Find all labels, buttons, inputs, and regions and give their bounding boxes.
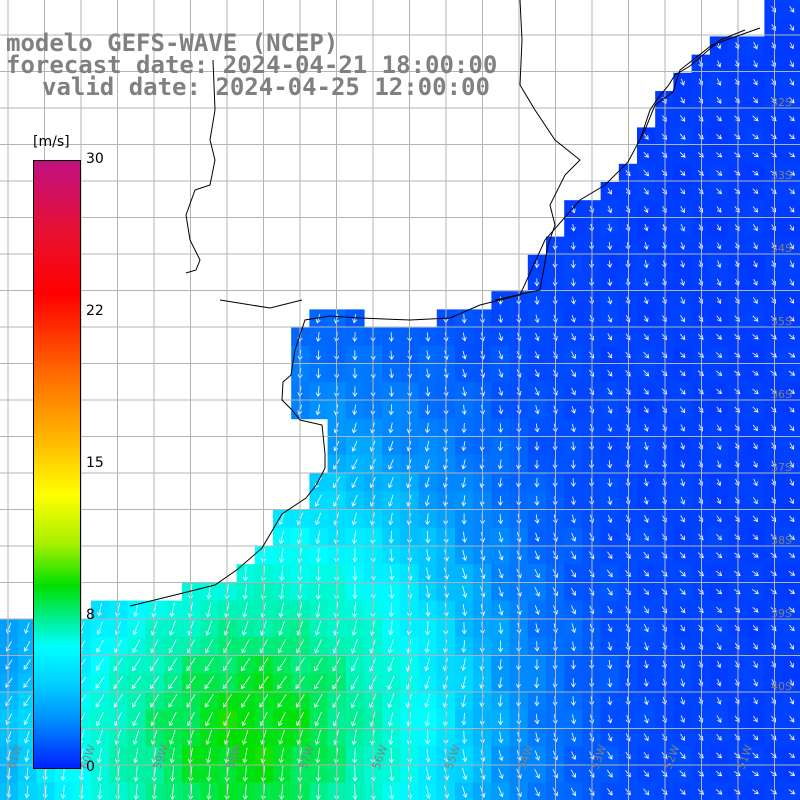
latitude-label: 36S (771, 388, 792, 401)
border-line (185, 0, 746, 309)
model-title: modelo GEFS-WAVE (NCEP) (6, 29, 339, 57)
colorbar-tick: 0 (86, 759, 95, 775)
forecast-date: forecast date: 2024-04-21 18:00:00 (6, 51, 498, 79)
colorbar-tick: 15 (86, 455, 104, 471)
valid-date: valid date: 2024-04-25 12:00:00 (42, 73, 490, 101)
latitude-labels: 32S 33S 34S 35S 36S 37S 38S 39S 40S (771, 96, 792, 693)
colorbar (33, 160, 81, 769)
coastline (129, 27, 761, 607)
latitude-label: 38S (771, 534, 792, 547)
latitude-label: 37S (771, 461, 792, 474)
latitude-label: 32S (771, 96, 792, 109)
latitude-label: 33S (771, 169, 792, 182)
colorbar-tick: 8 (86, 607, 95, 623)
colorbar-tick: 30 (86, 151, 104, 167)
colorbar-tick: 22 (86, 303, 104, 319)
latitude-label: 39S (771, 607, 792, 620)
latitude-label: 35S (771, 315, 792, 328)
latitude-label: 40S (771, 680, 792, 693)
colorbar-unit: [m/s] (33, 134, 70, 150)
latitude-label: 34S (771, 242, 792, 255)
